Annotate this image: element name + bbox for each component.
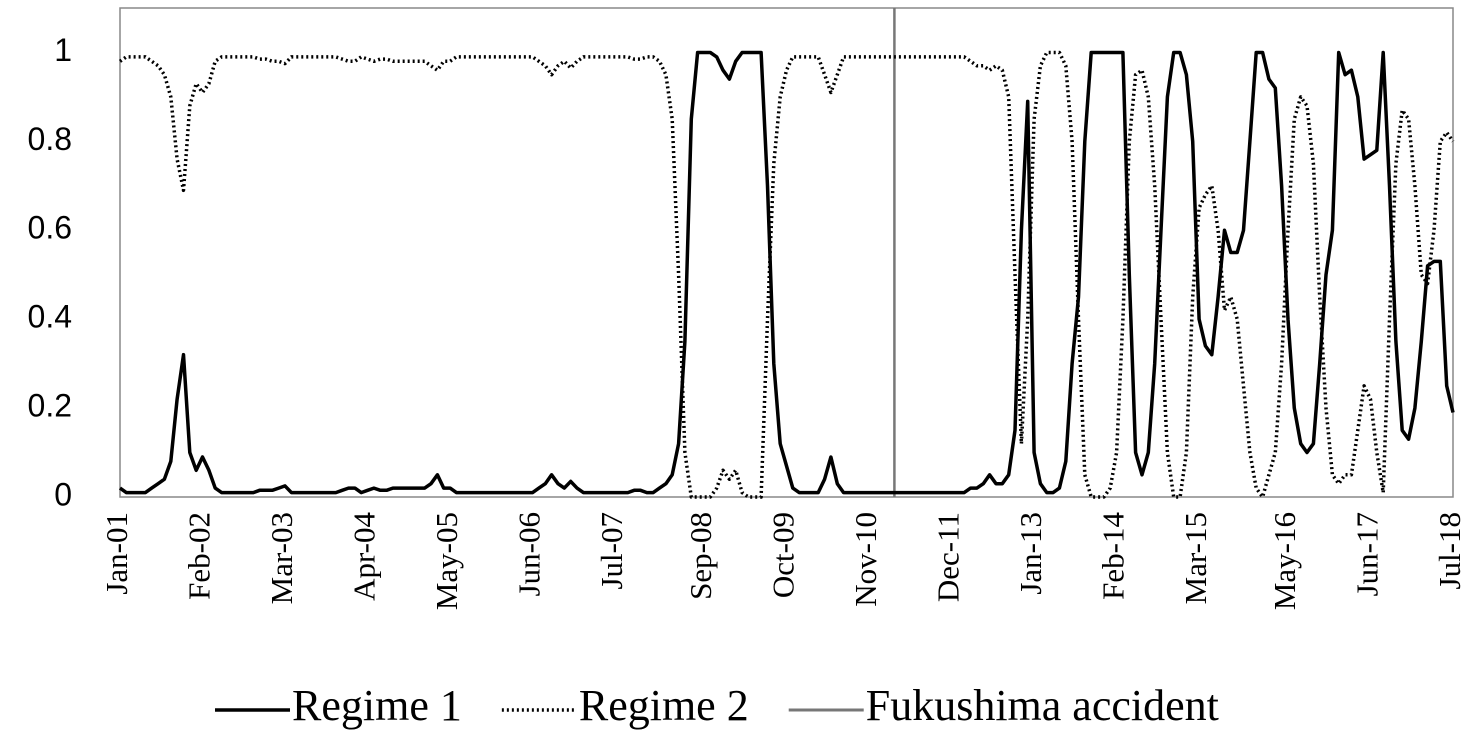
x-tick-label: Apr-04 <box>347 512 382 601</box>
x-tick-label: Jul-18 <box>1432 512 1467 590</box>
y-tick-label: 0 <box>54 476 72 512</box>
x-tick-label: Dec-11 <box>931 512 966 602</box>
y-tick-label: 0.8 <box>28 121 72 157</box>
x-tick-label: Jan-01 <box>99 512 134 595</box>
x-tick-label: May-05 <box>429 512 464 610</box>
x-tick-label: Jul-07 <box>594 512 629 590</box>
x-tick-label: Feb-02 <box>182 512 217 600</box>
series-line <box>118 50 1455 495</box>
legend-label: Regime 2 <box>579 681 749 730</box>
x-tick-label: Sep-08 <box>683 512 718 600</box>
y-tick-label: 0.6 <box>28 210 72 246</box>
x-tick-label: Mar-15 <box>1178 512 1213 604</box>
x-tick-label: Jan-13 <box>1013 512 1048 595</box>
x-tick-label: Jun-06 <box>512 512 547 596</box>
y-tick-label: 0.4 <box>28 299 72 335</box>
y-tick-label: 0.2 <box>28 388 72 424</box>
x-tick-label: Mar-03 <box>264 512 299 604</box>
x-tick-label: Nov-10 <box>848 512 883 607</box>
y-tick-label: 1 <box>54 32 72 68</box>
x-tick-label: May-16 <box>1267 512 1302 610</box>
series-line <box>118 50 1455 499</box>
legend-label: Regime 1 <box>292 681 462 730</box>
x-tick-label: Oct-09 <box>766 512 801 598</box>
legend-label: Fukushima accident <box>866 681 1219 730</box>
plot-frame <box>119 7 1454 498</box>
x-tick-label: Feb-14 <box>1096 512 1131 600</box>
x-tick-label: Jun-17 <box>1350 512 1385 596</box>
